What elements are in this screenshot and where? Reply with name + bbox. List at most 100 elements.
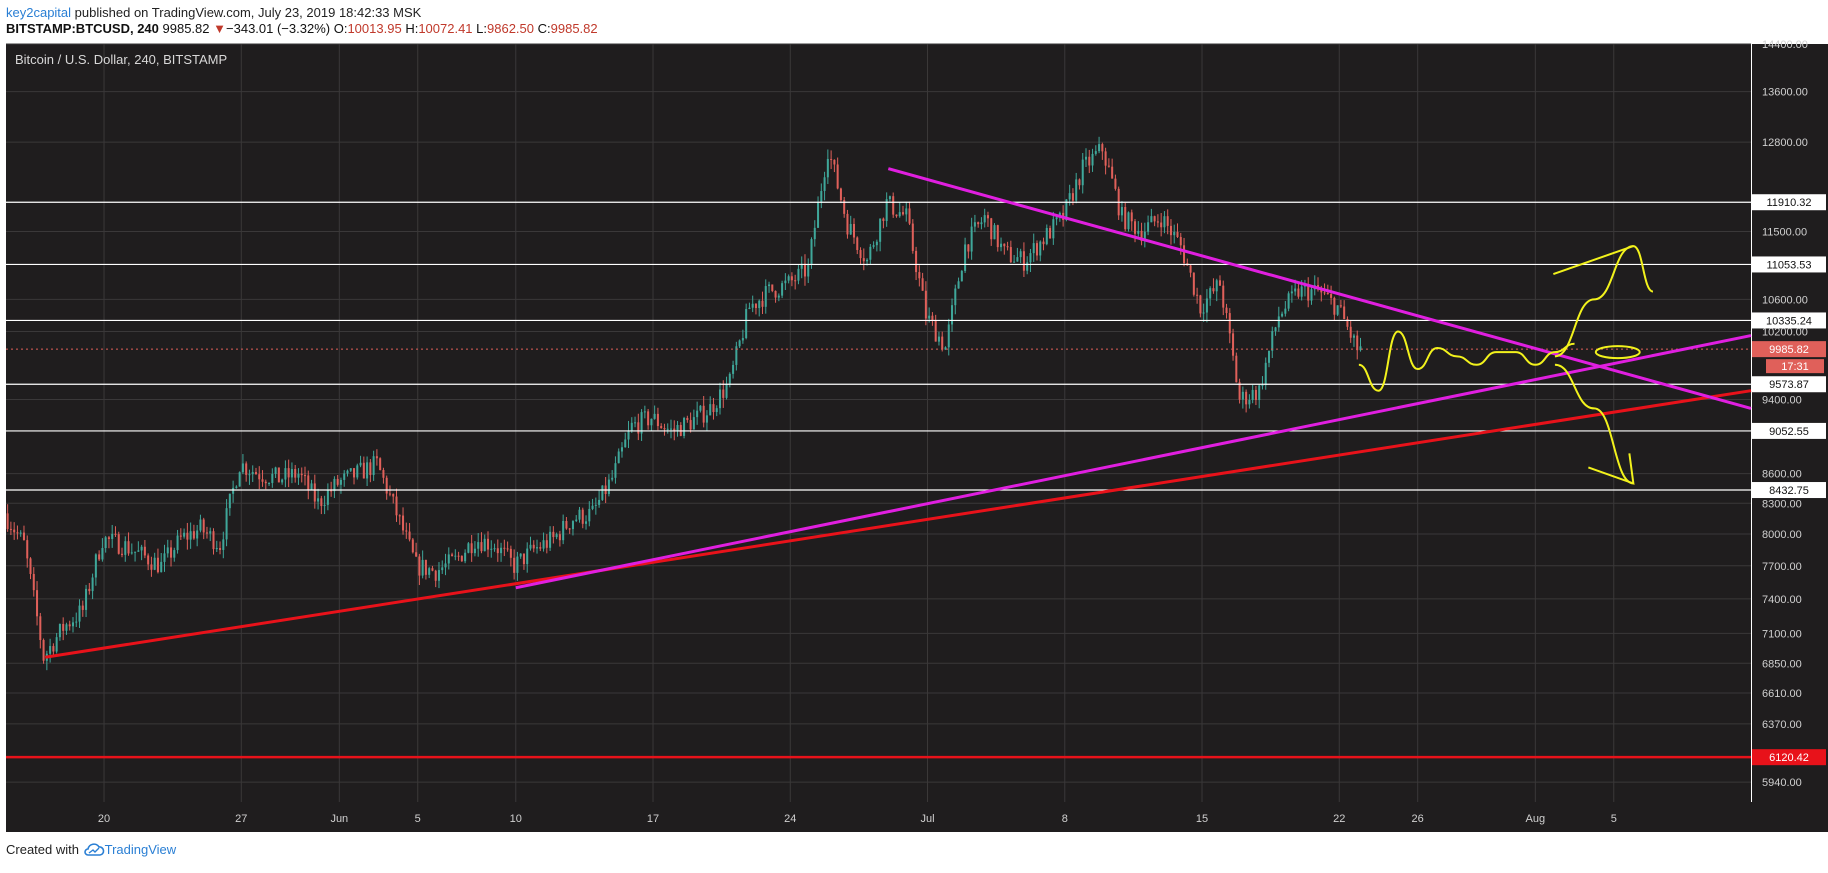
candle-body (1127, 212, 1130, 230)
candle-body (173, 550, 176, 558)
trendline-support[interactable] (44, 389, 1752, 659)
candle-body (62, 623, 65, 631)
support-level-tag (1752, 749, 1826, 766)
candle-body (366, 462, 369, 479)
time-axis[interactable] (6, 802, 1828, 832)
candle-body (911, 223, 914, 251)
candle-body (758, 300, 761, 309)
candle-body (977, 222, 980, 225)
candle-body (892, 196, 895, 215)
candle-body (254, 472, 257, 475)
candle-body (447, 554, 450, 564)
y-tick-label: 10600.00 (1762, 294, 1808, 306)
y-tick-label: 10200.00 (1762, 326, 1808, 338)
candle-body (830, 158, 833, 160)
candle-body (725, 383, 728, 398)
chart-title: Bitcoin / U.S. Dollar, 240, BITSTAMP (15, 52, 227, 67)
y-tick-label: 14400.00 (1762, 39, 1808, 51)
candle-body (862, 258, 865, 262)
candle-body (143, 546, 146, 556)
candle-body (637, 422, 640, 434)
plot-area[interactable] (6, 44, 1751, 832)
candle-body (117, 534, 120, 554)
candle-body (238, 472, 241, 487)
candle-body (441, 567, 444, 571)
candle-body (1281, 313, 1284, 317)
candle-body (800, 263, 803, 269)
candle-body (349, 468, 352, 471)
candle-body (558, 534, 561, 541)
candle-body (13, 529, 16, 533)
projections (1358, 245, 1654, 485)
candle-body (1049, 228, 1052, 239)
horizontal-level-label: 9573.87 (1769, 379, 1809, 391)
candle-body (114, 533, 117, 535)
candle-body (186, 532, 189, 540)
candle-body (607, 479, 610, 494)
candle-body (483, 538, 486, 552)
candle-body (1101, 144, 1104, 152)
candle-body (542, 540, 545, 549)
candle-body (486, 538, 490, 550)
candle-body (222, 539, 225, 550)
trendline-falling[interactable] (887, 167, 1752, 410)
candle-body (369, 462, 372, 476)
trendline-rising[interactable] (515, 334, 1752, 590)
candle-body (846, 213, 849, 235)
candle-body (1215, 280, 1218, 292)
candle-body (947, 324, 950, 348)
horizontal-level-label: 8432.75 (1769, 485, 1809, 497)
candle-body (140, 546, 143, 551)
candle-body (153, 557, 156, 570)
candle-body (810, 239, 813, 265)
horizontal-level-tag (1752, 312, 1826, 329)
candle-body (317, 498, 320, 502)
candle-body (408, 531, 411, 540)
candle-body (761, 300, 764, 307)
candle-body (189, 531, 192, 540)
candle-body (944, 347, 947, 350)
candle-body (794, 280, 797, 282)
candle-body (522, 553, 525, 565)
candle-body (1150, 216, 1153, 223)
horizontal-level-label: 10335.24 (1766, 315, 1812, 327)
candle-body (1271, 331, 1274, 351)
candle-body (353, 468, 356, 478)
candle-body (656, 413, 659, 427)
candle-body (954, 288, 957, 306)
candle-body (1075, 179, 1078, 201)
candle-body (634, 422, 637, 424)
countdown-tag (1766, 359, 1824, 374)
candle-body (509, 548, 512, 558)
candle-body (1267, 350, 1271, 363)
candle-body (1140, 230, 1143, 242)
candle-body (1346, 319, 1349, 327)
candle-body (1029, 253, 1032, 263)
candle-body (490, 548, 493, 550)
candles (6, 136, 1362, 671)
candle-body (1107, 165, 1110, 167)
candle-body (1228, 313, 1231, 334)
candle-body (1330, 294, 1333, 298)
tradingview-link[interactable]: TradingView (104, 842, 177, 857)
candle-body (1238, 382, 1241, 400)
candle-body (1307, 285, 1310, 301)
candle-body (751, 303, 754, 308)
candle-body (901, 212, 905, 215)
y-tick-label: 9400.00 (1762, 395, 1802, 407)
candle-body (68, 624, 71, 627)
candle-body (905, 208, 908, 215)
author-link[interactable]: key2capital (6, 5, 72, 20)
candle-body (16, 532, 19, 534)
candle-body (287, 468, 290, 478)
candle-body (875, 241, 878, 246)
candle-body (258, 474, 261, 480)
candle-body (1084, 156, 1088, 160)
candle-body (1343, 306, 1346, 320)
footer: Created with TradingView (6, 842, 176, 857)
tradingview-cloud-icon (83, 843, 104, 856)
y-tick-label: 5940.00 (1762, 777, 1802, 789)
candle-body (784, 280, 787, 284)
